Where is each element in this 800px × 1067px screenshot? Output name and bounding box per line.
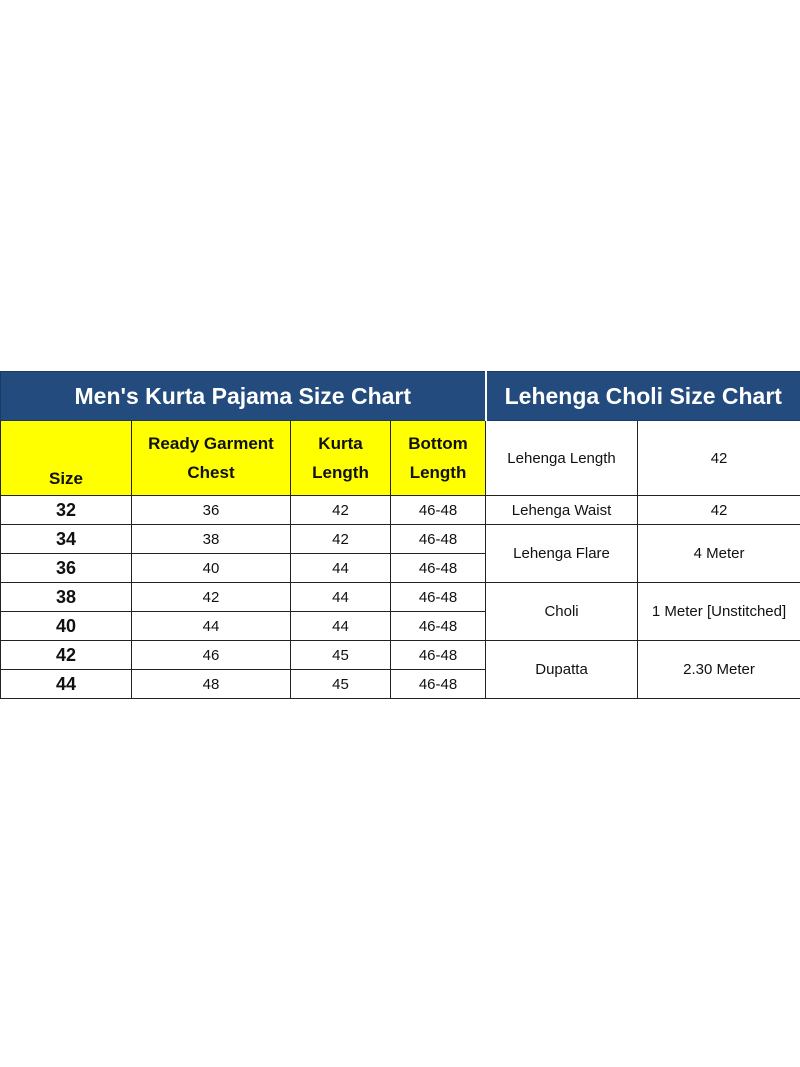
lehenga-label: Dupatta (485, 640, 639, 699)
header-chest-line2: Chest (187, 463, 235, 482)
chest-cell: 38 (131, 524, 291, 554)
lehenga-value: 42 (637, 420, 800, 496)
kurta-length-cell: 45 (290, 669, 391, 699)
chest-cell: 36 (131, 495, 291, 525)
bottom-length-cell: 46-48 (389, 553, 487, 583)
lehenga-value: 1 Meter [Unstitched] (637, 582, 800, 641)
kurta-length-cell: 45 (290, 640, 391, 670)
size-cell: 36 (0, 553, 132, 583)
bottom-length-cell: 46-48 (389, 611, 487, 641)
kurta-length-cell: 44 (290, 611, 391, 641)
bottom-length-cell: 46-48 (389, 524, 487, 554)
bottom-length-cell: 46-48 (389, 582, 487, 612)
table-row: 32 36 42 46-48 Lehenga Waist 42 (0, 495, 800, 525)
chest-cell: 48 (131, 669, 291, 699)
lehenga-label: Lehenga Waist (485, 495, 639, 525)
lehenga-value: 4 Meter (637, 524, 800, 583)
chest-cell: 46 (131, 640, 291, 670)
table-row: 40 44 44 46-48 (0, 611, 800, 641)
kurta-length-cell: 44 (290, 582, 391, 612)
bottom-length-cell: 46-48 (389, 495, 487, 525)
table-row: 34 38 42 46-48 Lehenga Flare 4 Meter (0, 524, 800, 583)
kurta-length-cell: 44 (290, 553, 391, 583)
bottom-length-cell: 46-48 (389, 669, 487, 699)
size-chart-table: Men's Kurta Pajama Size Chart Lehenga Ch… (0, 371, 800, 699)
kurta-length-cell: 42 (290, 524, 391, 554)
header-kurta-line1: Kurta (318, 434, 363, 453)
chest-cell: 40 (131, 553, 291, 583)
kurta-chart-title: Men's Kurta Pajama Size Chart (0, 371, 487, 421)
header-kurta-line2: Length (312, 463, 369, 482)
header-size: Size (0, 420, 132, 496)
table-row: 36 40 44 46-48 (0, 553, 800, 583)
lehenga-value: 42 (637, 495, 800, 525)
lehenga-label: Lehenga Flare (485, 524, 639, 583)
table-row: 42 46 45 46-48 Dupatta 2.30 Meter (0, 640, 800, 699)
size-cell: 38 (0, 582, 132, 612)
header-chest: Ready Garment Chest (131, 420, 291, 496)
table-row: 44 48 45 46-48 (0, 669, 800, 699)
header-kurta-length: Kurta Length (290, 420, 391, 496)
lehenga-value: 2.30 Meter (637, 640, 800, 699)
table-row: 38 42 44 46-48 Choli 1 Meter [Unstitched… (0, 582, 800, 641)
lehenga-chart-title: Lehenga Choli Size Chart (484, 371, 800, 421)
size-cell: 40 (0, 611, 132, 641)
lehenga-label: Choli (485, 582, 639, 641)
chest-cell: 44 (131, 611, 291, 641)
size-cell: 44 (0, 669, 132, 699)
bottom-length-cell: 46-48 (389, 640, 487, 670)
size-cell: 34 (0, 524, 132, 554)
header-chest-line1: Ready Garment (148, 434, 274, 453)
size-cell: 42 (0, 640, 132, 670)
size-cell: 32 (0, 495, 132, 525)
chest-cell: 42 (131, 582, 291, 612)
header-bottom-length: Bottom Length (389, 420, 487, 496)
lehenga-label: Lehenga Length (485, 420, 639, 496)
header-bottom-line2: Length (409, 463, 467, 482)
header-bottom-line1: Bottom (408, 434, 468, 453)
kurta-length-cell: 42 (290, 495, 391, 525)
